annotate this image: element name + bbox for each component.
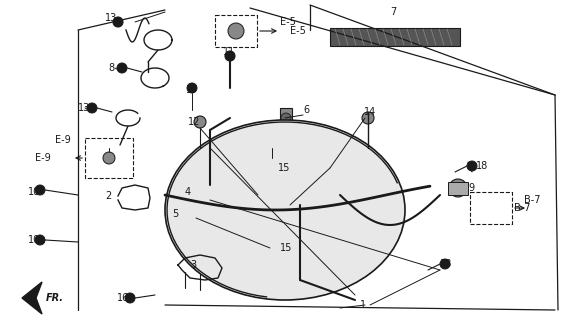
Circle shape [87,103,97,113]
Polygon shape [22,282,42,314]
Text: 9: 9 [468,183,474,193]
Text: 12: 12 [188,117,200,127]
Text: B-7: B-7 [524,195,540,205]
Text: 14: 14 [364,107,376,117]
Bar [215,15,257,47]
Text: 15: 15 [280,243,292,253]
Circle shape [192,184,208,200]
Text: 1: 1 [360,300,366,310]
Text: E-9: E-9 [35,153,51,163]
Circle shape [180,206,196,222]
Circle shape [281,177,291,187]
Ellipse shape [165,120,405,300]
Circle shape [125,293,135,303]
Circle shape [467,161,477,171]
Text: 10: 10 [28,235,40,245]
Bar [448,182,468,195]
Text: 8: 8 [108,63,114,73]
Circle shape [35,185,45,195]
Circle shape [103,152,115,164]
Text: E-5: E-5 [290,26,306,36]
Circle shape [205,208,265,268]
Circle shape [228,23,244,39]
Circle shape [225,51,235,61]
Text: 4: 4 [185,187,191,197]
Circle shape [113,17,123,27]
Circle shape [35,235,45,245]
Text: 2: 2 [105,191,111,201]
Text: FR.: FR. [46,293,64,303]
Text: 10: 10 [28,187,40,197]
Text: 18: 18 [476,161,488,171]
Circle shape [281,113,291,123]
Text: 6: 6 [303,105,309,115]
Circle shape [187,83,197,93]
Circle shape [193,196,277,280]
Bar [208,188,220,196]
Circle shape [440,259,450,269]
Text: 11: 11 [223,47,235,57]
Circle shape [194,116,206,128]
Text: 5: 5 [172,209,178,219]
Text: 3: 3 [190,260,196,270]
Circle shape [281,129,291,139]
Text: 17: 17 [186,85,198,95]
Text: 7: 7 [390,7,396,17]
Text: 16: 16 [117,293,129,303]
Circle shape [449,179,467,197]
Text: 13: 13 [105,13,117,23]
Circle shape [220,223,250,253]
Circle shape [117,63,127,73]
Bar [196,210,206,218]
Text: 15: 15 [278,163,291,173]
Text: 18: 18 [440,259,452,269]
Text: E-9: E-9 [55,135,71,145]
Bar [330,28,460,46]
Circle shape [362,112,374,124]
Circle shape [281,145,291,155]
Bar [470,192,512,224]
Circle shape [281,161,291,171]
Bar [280,108,292,193]
Text: B-7: B-7 [514,203,530,213]
Text: 13: 13 [78,103,90,113]
Text: E-5: E-5 [280,17,296,27]
Bar [85,138,133,178]
